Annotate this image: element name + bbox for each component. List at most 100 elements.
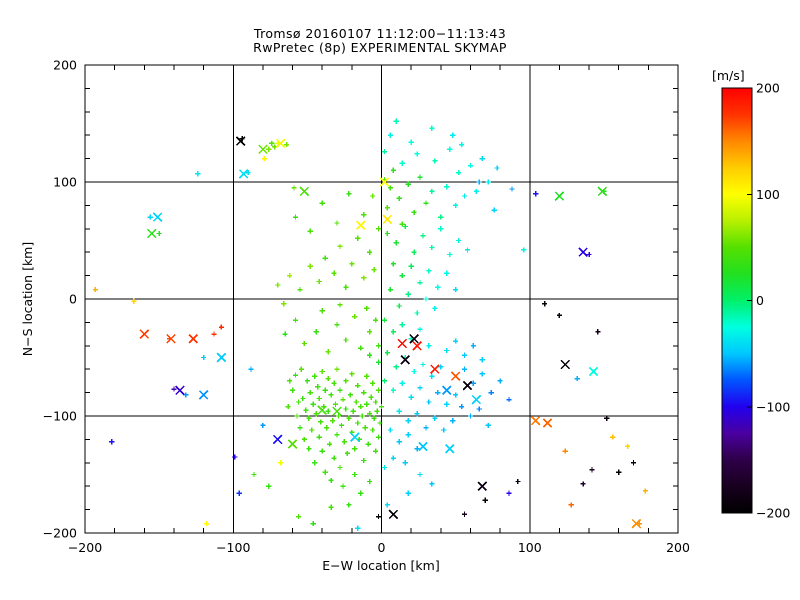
data-point-plus <box>616 469 622 475</box>
data-point-cross <box>530 415 541 426</box>
data-point-plus <box>435 390 441 396</box>
data-point-plus <box>346 191 352 197</box>
data-point-plus <box>399 380 405 386</box>
data-point-cross <box>462 380 473 391</box>
data-point-cross <box>397 338 408 349</box>
data-point-plus <box>201 354 207 361</box>
data-point-plus <box>331 380 337 386</box>
data-point-plus <box>408 139 414 145</box>
data-point-plus <box>435 284 441 290</box>
x-tick-label: 100 <box>518 540 542 555</box>
colorbar-tick-label: 0 <box>756 293 764 308</box>
data-point-plus <box>642 488 648 494</box>
data-point-plus <box>378 404 385 410</box>
data-point-plus <box>453 392 459 398</box>
data-point-plus <box>506 490 512 496</box>
data-point-plus <box>281 301 287 307</box>
data-point-plus <box>479 357 485 363</box>
data-point-plus <box>589 467 595 473</box>
data-point-plus <box>506 397 512 403</box>
data-point-plus <box>315 384 321 390</box>
x-tick-label: 0 <box>378 540 386 555</box>
data-point-plus <box>429 481 435 487</box>
data-point-plus <box>556 312 562 318</box>
data-point-cross <box>152 212 163 222</box>
data-point-plus <box>260 422 266 428</box>
data-point-plus <box>355 382 361 389</box>
colorbar-tick-label: −200 <box>756 506 790 521</box>
data-point-plus <box>399 322 405 328</box>
data-point-plus <box>426 343 432 349</box>
data-point-plus <box>515 478 521 485</box>
data-point-plus <box>313 329 319 335</box>
data-point-plus <box>414 411 420 417</box>
data-point-plus <box>338 422 345 428</box>
x-axis-label: E−W location [km] <box>322 558 439 573</box>
data-point-plus <box>384 230 391 237</box>
data-point-cross <box>388 509 399 520</box>
data-point-plus <box>365 441 371 447</box>
data-point-cross <box>166 334 176 344</box>
data-point-cross <box>430 364 440 374</box>
data-point-plus <box>438 214 444 220</box>
data-point-plus <box>381 464 388 471</box>
data-point-plus <box>334 322 340 328</box>
data-point-plus <box>307 390 313 396</box>
data-point-cross <box>597 186 608 197</box>
data-point-plus <box>381 378 388 384</box>
data-point-plus <box>387 427 393 433</box>
data-point-plus <box>306 446 312 452</box>
data-point-plus <box>371 415 377 421</box>
data-point-plus <box>390 329 396 335</box>
data-point-plus <box>461 511 468 517</box>
data-point-cross <box>332 406 342 417</box>
data-point-plus <box>109 439 115 445</box>
data-point-plus <box>367 352 373 358</box>
data-point-plus <box>387 132 393 138</box>
data-point-plus <box>485 179 491 185</box>
data-point-plus <box>297 425 303 431</box>
data-point-plus <box>278 460 284 466</box>
data-point-plus <box>352 471 358 478</box>
data-point-plus <box>458 404 465 410</box>
y-tick-label: 0 <box>69 292 77 307</box>
data-point-plus <box>329 418 336 424</box>
data-point-plus <box>322 469 328 475</box>
data-point-cross <box>471 394 482 405</box>
data-point-cross <box>235 136 246 146</box>
colorbar-unit-label: [m/s] <box>712 68 745 83</box>
data-point-plus <box>292 317 299 323</box>
data-point-plus <box>337 464 343 471</box>
data-point-plus <box>340 483 346 489</box>
data-point-plus <box>497 378 503 384</box>
data-point-plus <box>417 280 423 286</box>
data-point-plus <box>393 240 399 246</box>
data-point-cross <box>588 366 599 377</box>
data-point-plus <box>521 247 527 253</box>
data-point-plus <box>485 422 491 428</box>
data-point-plus <box>349 371 355 377</box>
colorbar-tick-label: 100 <box>756 187 780 202</box>
data-point-plus <box>408 394 414 400</box>
data-point-plus <box>355 235 361 241</box>
data-point-plus <box>375 434 382 440</box>
data-point-plus <box>334 432 340 438</box>
data-point-plus <box>266 146 272 152</box>
y-tick-labels: −200 −100 0 100 200 <box>43 58 77 541</box>
data-point-cross <box>400 355 410 365</box>
data-point-plus <box>292 214 299 220</box>
data-point-cross <box>412 341 422 351</box>
data-point-plus <box>349 261 355 267</box>
data-point-plus <box>399 160 405 166</box>
data-point-plus <box>411 249 417 255</box>
data-point-plus <box>455 170 462 176</box>
data-point-plus <box>372 317 379 323</box>
data-point-plus <box>414 310 420 316</box>
data-point-plus <box>423 425 429 431</box>
data-point-plus <box>370 427 376 433</box>
data-point-cross <box>272 434 283 445</box>
data-point-plus <box>310 521 316 527</box>
figure-title: Tromsø 20160107 11:12:00−11:13:43 RwPret… <box>0 27 760 55</box>
data-point-plus <box>324 425 330 431</box>
